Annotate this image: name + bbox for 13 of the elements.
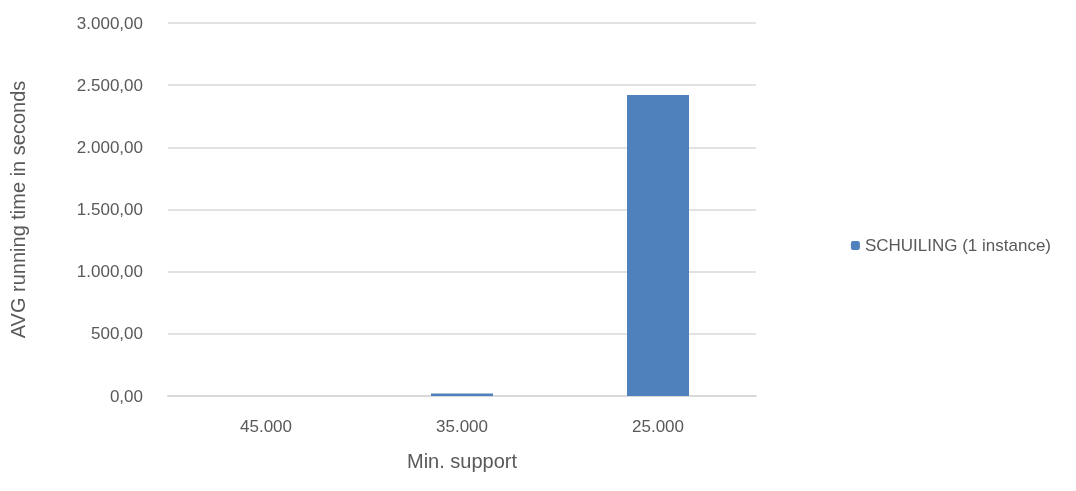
x-axis-title: Min. support [406, 450, 518, 472]
legend-label: SCHUILING (1 instance) [864, 236, 1052, 255]
x-tick-label: 45.000 [240, 417, 292, 436]
y-tick-label: 2.500,00 [76, 75, 143, 95]
y-axis-title: AVG running time in seconds [7, 80, 29, 339]
y-tick-label: 500,00 [91, 324, 143, 344]
y-tick-label: 3.000,00 [76, 13, 143, 33]
x-tick-label: 35.000 [436, 417, 488, 436]
y-tick-label: 1.000,00 [76, 262, 143, 282]
y-tick-label: 1.500,00 [76, 200, 143, 219]
y-tick-label: 0,00 [109, 386, 143, 406]
x-tick-label: 25.000 [632, 417, 684, 436]
y-tick-label: 2.000,00 [76, 137, 143, 157]
